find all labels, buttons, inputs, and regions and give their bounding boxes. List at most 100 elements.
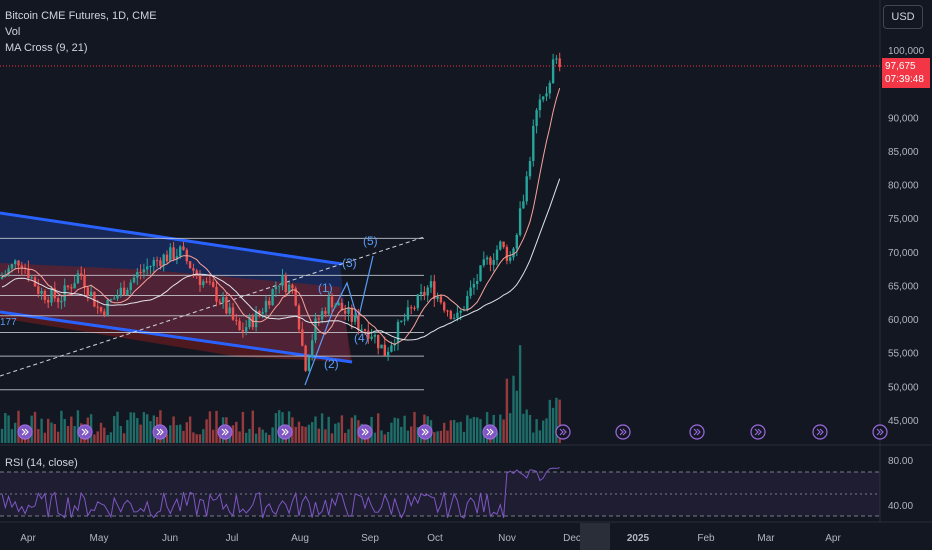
- volume-bar: [215, 410, 218, 443]
- volume-bar: [337, 422, 340, 443]
- event-marker-glyph: [754, 428, 762, 436]
- candle-body: [479, 265, 482, 282]
- candle-body: [155, 260, 159, 262]
- volume-bar: [235, 421, 238, 443]
- price-axis-label: 60,000: [888, 315, 919, 326]
- dividend-arrow-icon[interactable]: [77, 424, 93, 440]
- price-axis-label: 85,000: [888, 147, 919, 158]
- candle-body: [558, 58, 561, 67]
- volume-bar: [93, 434, 96, 443]
- candle-body: [159, 260, 162, 266]
- dividend-arrow-icon[interactable]: [217, 424, 233, 440]
- volume-bar: [393, 417, 396, 443]
- candle-body: [495, 249, 499, 260]
- rsi-axis-label: 80.00: [888, 456, 913, 467]
- volume-bar: [472, 416, 476, 443]
- candle-body: [113, 298, 116, 300]
- volume-bar: [551, 407, 555, 443]
- elliott-wave-path: [304, 255, 374, 386]
- candle-body: [353, 315, 357, 322]
- candle-body: [426, 287, 429, 296]
- candle-body: [518, 208, 522, 235]
- time-axis-label: Feb: [697, 533, 715, 544]
- price-axis-label: 55,000: [888, 349, 919, 360]
- candle-body: [278, 285, 281, 287]
- volume-bar: [76, 410, 80, 443]
- candle-body: [410, 307, 413, 309]
- volume-bar: [109, 432, 113, 443]
- candle-body: [132, 277, 136, 283]
- rsi-legend[interactable]: RSI (14, close): [5, 457, 78, 469]
- main-pane[interactable]: [0, 0, 880, 445]
- volume-bar: [113, 416, 116, 443]
- volume-bar: [208, 411, 212, 443]
- candle-body: [76, 273, 80, 284]
- candle-body: [548, 82, 551, 94]
- event-markers[interactable]: [17, 424, 888, 440]
- candle-body: [419, 291, 423, 295]
- volume-bar: [522, 413, 525, 443]
- dividend-arrow-icon[interactable]: [750, 424, 766, 440]
- currency-button[interactable]: USD: [883, 5, 923, 29]
- candle-body: [466, 295, 469, 310]
- chart-title[interactable]: Bitcoin CME Futures, 1D, CME: [5, 10, 157, 22]
- volume-bar: [195, 434, 198, 443]
- volume-bar: [495, 432, 499, 443]
- candle-body: [169, 247, 172, 262]
- candle-body: [165, 254, 169, 262]
- time-axis[interactable]: Apr May Jun Jul Aug Sep Oct Nov Dec 2025 Feb Mar Apr: [20, 533, 841, 544]
- price-axis[interactable]: 100,000 90,000 85,000 80,000 75,000 70,000 65,…: [888, 46, 925, 427]
- volume-bar: [37, 429, 40, 443]
- dividend-arrow-icon[interactable]: [357, 424, 373, 440]
- ma-slow-line: [1, 178, 561, 341]
- candle-body: [119, 287, 122, 296]
- price-axis-label: 70,000: [888, 248, 919, 259]
- price-axis-label: 100,000: [888, 46, 925, 57]
- candle-body: [403, 319, 406, 321]
- volume-bar: [476, 417, 479, 443]
- dividend-arrow-icon[interactable]: [17, 424, 33, 440]
- time-axis-label: May: [90, 533, 109, 544]
- dividend-arrow-icon[interactable]: [872, 424, 888, 440]
- event-marker-glyph: [281, 428, 289, 436]
- candle-body: [231, 307, 235, 320]
- volume-bar: [188, 416, 192, 443]
- candle-body: [238, 320, 241, 331]
- volume-bar: [274, 413, 278, 443]
- volume-bar: [122, 433, 126, 443]
- dividend-arrow-icon[interactable]: [482, 424, 498, 440]
- volume-bar: [60, 410, 63, 443]
- volume-bar: [545, 418, 548, 443]
- volume-legend[interactable]: Vol: [5, 26, 21, 38]
- candle-body: [340, 302, 344, 311]
- event-marker-glyph: [486, 428, 494, 436]
- ma-cross-legend[interactable]: MA Cross (9, 21): [5, 42, 88, 54]
- volume-bar: [406, 430, 410, 443]
- candle-body: [195, 270, 198, 276]
- dividend-arrow-icon[interactable]: [689, 424, 705, 440]
- dividend-arrow-icon[interactable]: [812, 424, 828, 440]
- volume-bar: [258, 427, 261, 443]
- dividend-arrow-icon[interactable]: [615, 424, 631, 440]
- time-axis-label: Sep: [361, 533, 379, 544]
- dividend-arrow-icon[interactable]: [277, 424, 293, 440]
- volume-bar: [149, 421, 152, 443]
- dividend-arrow-icon[interactable]: [417, 424, 433, 440]
- volume-bar: [327, 416, 330, 443]
- dividend-arrow-icon[interactable]: [152, 424, 168, 440]
- volume-bar: [479, 419, 482, 443]
- volume-bar: [56, 431, 60, 443]
- volume-bar: [413, 411, 416, 443]
- volume-bar: [373, 432, 377, 443]
- volume-bar: [179, 424, 182, 443]
- volume-bar: [311, 422, 314, 443]
- candle-body: [443, 302, 446, 311]
- volume-bar: [172, 416, 175, 443]
- candle-body: [509, 257, 512, 261]
- volume-bar: [278, 410, 281, 443]
- volume-bar: [499, 414, 502, 443]
- dividend-arrow-icon[interactable]: [555, 424, 571, 440]
- volume-bar: [380, 430, 383, 443]
- volume-bar: [241, 411, 245, 443]
